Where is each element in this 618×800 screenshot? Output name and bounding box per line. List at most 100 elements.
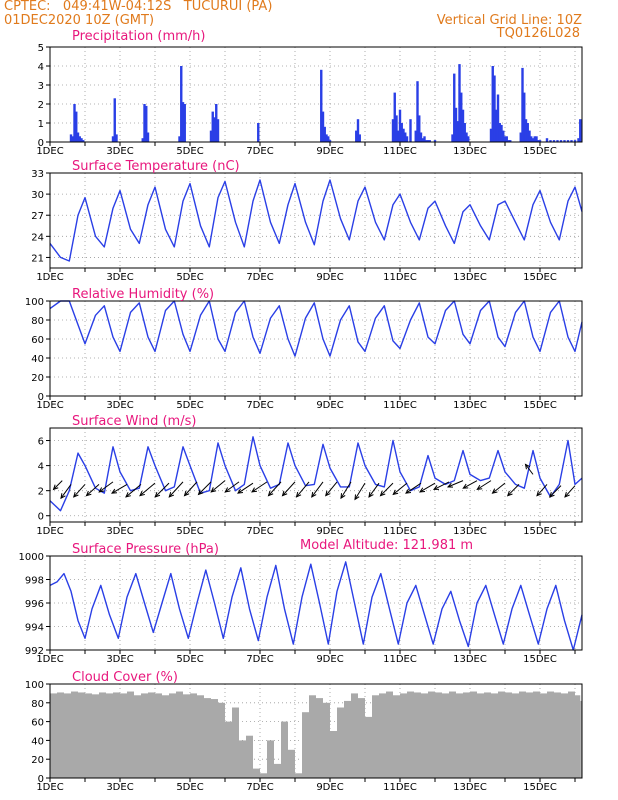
cloud-bar	[183, 694, 190, 778]
wind-vector-head	[311, 491, 317, 498]
cloud-bar	[505, 692, 512, 778]
cloud-bar	[127, 691, 134, 778]
precip-bar	[456, 121, 459, 142]
precip-bar	[537, 140, 540, 142]
precip-bar	[115, 134, 118, 142]
precip-bar	[433, 140, 437, 142]
cloud-xtick-label: 1DEC	[36, 782, 63, 793]
cloud-bar	[295, 773, 302, 778]
precip-bar	[458, 64, 461, 142]
precip-bar	[400, 123, 403, 142]
precip-bar	[80, 138, 83, 142]
precip-xtick-label: 7DEC	[246, 146, 273, 157]
cloud-bar	[386, 691, 393, 778]
cloud-bar	[197, 695, 204, 778]
cloud-bar	[365, 716, 372, 778]
cloud-ytick-label: 100	[25, 680, 44, 691]
precip-bar	[426, 140, 430, 142]
wind-xtick-label: 3DEC	[106, 526, 133, 537]
cloud-bar	[141, 693, 148, 778]
precip-bar	[454, 107, 458, 142]
precip-xtick-label: 3DEC	[106, 146, 133, 157]
cloud-bar	[176, 691, 183, 778]
rh-xtick-label: 13DEC	[453, 400, 487, 411]
rh-ytick-label: 80	[31, 316, 44, 327]
precip-bar	[461, 109, 465, 142]
temp-ytick-label: 24	[31, 232, 44, 243]
precip-bar	[405, 136, 409, 142]
cloud-bar	[239, 740, 246, 778]
pres-xtick-label: 15DEC	[523, 654, 557, 665]
precip-bar	[505, 136, 508, 142]
precip-bar	[552, 140, 556, 142]
wind-ytick-label: 4	[38, 462, 44, 473]
precip-bar	[213, 117, 216, 142]
precip-bar	[209, 130, 213, 142]
precip-bar	[215, 104, 218, 142]
cloud-bar	[540, 693, 547, 778]
precip-bar	[563, 140, 566, 142]
precip-ytick-label: 5	[38, 43, 44, 54]
precip-bar	[328, 140, 332, 142]
wind-vector-head	[564, 491, 570, 498]
precip-bar	[113, 98, 116, 142]
pres-xtick-label: 3DEC	[106, 654, 133, 665]
cloud-bar	[218, 702, 225, 778]
precip-bar	[423, 136, 426, 142]
wind-vector	[463, 480, 478, 489]
precip-bar	[111, 136, 115, 142]
rh-xtick-label: 5DEC	[176, 400, 203, 411]
temp-series-line	[49, 179, 583, 262]
pres-series-line	[49, 561, 583, 651]
pres-xtick-label: 1DEC	[36, 654, 63, 665]
precip-bar	[425, 140, 428, 142]
precip-ytick-label: 1	[38, 119, 44, 130]
wind-vector	[98, 481, 114, 493]
precip-bar	[559, 140, 563, 142]
precip-bar	[178, 136, 181, 142]
cloud-bar	[302, 712, 309, 778]
precip-xtick-label: 13DEC	[453, 146, 487, 157]
precip-bar	[421, 138, 424, 142]
cloud-bar	[519, 691, 526, 778]
cloud-bar	[211, 699, 218, 778]
wind-vector-head	[98, 487, 105, 493]
precip-bar	[489, 128, 493, 142]
rh-xtick-label: 3DEC	[106, 400, 133, 411]
cloud-bar	[442, 693, 449, 778]
model-altitude: Model Altitude: 121.981 m	[300, 538, 474, 553]
cloud-bar	[155, 693, 162, 778]
cloud-bar	[190, 693, 197, 778]
wind-vector	[210, 480, 226, 493]
precip-bar	[577, 138, 580, 142]
precip-bar	[521, 67, 524, 142]
cloud-bar	[71, 691, 78, 778]
precip-bar	[519, 132, 522, 142]
precip-bar	[216, 119, 220, 142]
cloud-bar	[358, 698, 365, 778]
rh-xtick-label: 15DEC	[523, 400, 557, 411]
cloud-bar	[379, 693, 386, 778]
wind-vector	[368, 482, 380, 498]
cloud-bar	[246, 735, 253, 778]
precip-bar	[257, 123, 260, 142]
rh-ytick-label: 100	[25, 297, 44, 308]
cloud-bar	[470, 691, 477, 778]
precip-bar	[358, 134, 361, 142]
precip-bar	[526, 123, 529, 142]
pres-xtick-label: 9DEC	[316, 654, 343, 665]
wind-vector	[154, 482, 170, 498]
cloud-bar	[337, 707, 344, 778]
wind-vector-head	[210, 487, 217, 493]
precip-bar	[145, 105, 148, 142]
precip-bar	[69, 134, 73, 142]
precip-frame	[49, 46, 583, 143]
wind-vector-head	[368, 491, 374, 498]
model-code: TQ0126L028	[496, 26, 580, 41]
precip-bar	[404, 132, 407, 142]
precip-bar	[507, 140, 510, 142]
cloud-bar	[113, 692, 120, 778]
precip-bar	[498, 123, 501, 142]
precip-bar	[402, 128, 405, 142]
pres-xtick-label: 13DEC	[453, 654, 487, 665]
